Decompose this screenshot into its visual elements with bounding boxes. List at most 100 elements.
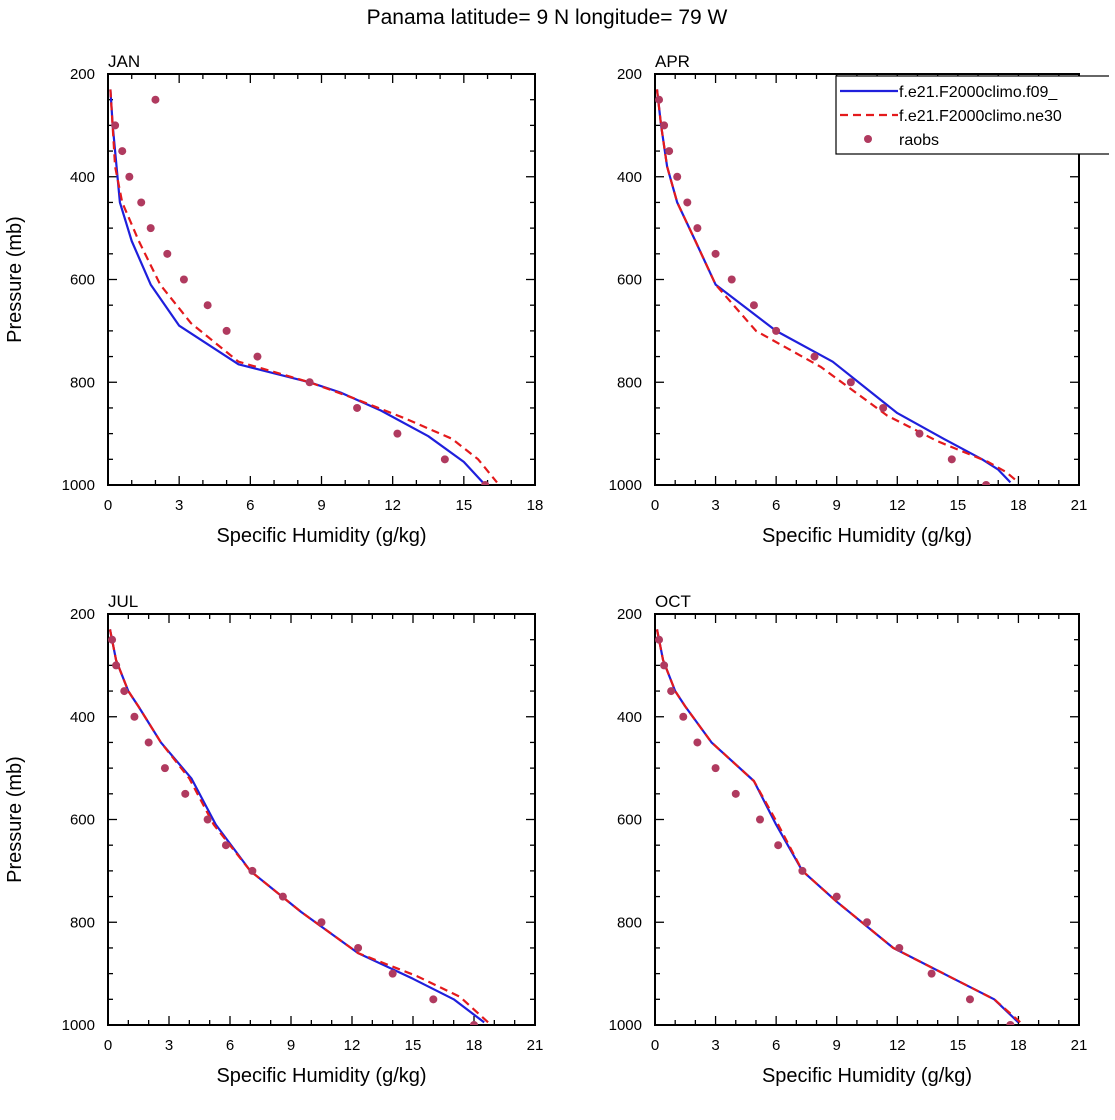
- y-tick-label: 200: [617, 606, 642, 623]
- panel-title: APR: [655, 52, 690, 71]
- legend-label: raobs: [899, 132, 939, 149]
- raobs-point: [130, 712, 139, 721]
- raobs-point: [160, 764, 169, 773]
- series-line-1: [655, 629, 1022, 1024]
- y-axis-label: Pressure (mb): [4, 756, 26, 883]
- raobs-point: [772, 326, 781, 335]
- raobs-point: [354, 943, 363, 952]
- y-tick-label: 600: [617, 272, 642, 289]
- x-axis-label: Specific Humidity (g/kg): [216, 525, 426, 547]
- series-group: [108, 629, 489, 1025]
- panel-apr: APR 0 3 6 9 12 15 18 21 200 400 600 800 1000 Specific …: [609, 52, 1088, 547]
- raobs-point: [146, 224, 155, 233]
- raobs-point: [253, 352, 262, 361]
- x-tick-label: 6: [772, 497, 780, 514]
- raobs-point: [683, 198, 692, 207]
- raobs-point: [440, 455, 449, 464]
- x-axis-label: Specific Humidity (g/kg): [216, 1065, 426, 1087]
- raobs-point: [655, 635, 664, 644]
- raobs-point: [798, 866, 807, 875]
- plot-frame: [107, 73, 536, 486]
- x-tick-label: 18: [1010, 497, 1027, 514]
- x-tick-label: 0: [651, 1037, 659, 1054]
- raobs-point: [163, 249, 172, 258]
- raobs-point: [863, 918, 871, 927]
- x-tick-label: 12: [344, 1037, 361, 1054]
- raobs-point: [481, 481, 490, 485]
- raobs-point: [711, 249, 720, 258]
- y-tick-label: 800: [70, 914, 95, 931]
- raobs-point: [665, 147, 674, 156]
- panel-title: JUL: [108, 592, 138, 611]
- raobs-point: [679, 712, 688, 721]
- series-group: [655, 89, 1020, 485]
- x-tick-label: 9: [317, 497, 325, 514]
- raobs-point: [181, 789, 190, 798]
- raobs-point: [693, 224, 702, 233]
- raobs-point: [108, 635, 117, 644]
- y-tick-label: 200: [70, 66, 95, 83]
- x-tick-label: 15: [950, 1037, 967, 1054]
- raobs-point: [305, 378, 314, 387]
- figure-title: Panama latitude= 9 N longitude= 79 W: [367, 6, 728, 29]
- series-line-1: [655, 89, 1020, 484]
- legend-label: f.e21.F2000climo.f09_: [899, 84, 1058, 101]
- x-tick-label: 3: [165, 1037, 173, 1054]
- raobs-point: [388, 969, 397, 978]
- raobs-point: [879, 403, 888, 412]
- x-tick-label: 12: [384, 497, 401, 514]
- raobs-point: [179, 275, 188, 284]
- raobs-point: [317, 918, 326, 927]
- raobs-point: [203, 301, 212, 310]
- x-tick-label: 15: [405, 1037, 422, 1054]
- x-tick-label: 3: [711, 497, 719, 514]
- y-tick-label: 200: [617, 66, 642, 83]
- y-tick-label: 800: [70, 374, 95, 391]
- raobs-point: [203, 815, 212, 824]
- panel-jan: JAN 0 3 6 9 12 15 18 200 400 600 800 1000 Specific Hu…: [4, 52, 543, 547]
- series-group: [109, 89, 498, 485]
- raobs-point: [693, 738, 702, 747]
- y-tick-label: 800: [617, 374, 642, 391]
- x-tick-label: 18: [527, 497, 544, 514]
- plot-frame: [654, 613, 1080, 1026]
- raobs-point: [947, 455, 956, 464]
- x-tick-label: 6: [226, 1037, 234, 1054]
- y-tick-label: 400: [617, 709, 642, 726]
- raobs-point: [711, 764, 720, 773]
- legend-marker: [864, 135, 872, 143]
- raobs-point: [429, 995, 438, 1004]
- x-tick-label: 18: [466, 1037, 483, 1054]
- y-tick-label: 600: [617, 812, 642, 829]
- raobs-point: [846, 378, 855, 387]
- x-tick-label: 18: [1010, 1037, 1027, 1054]
- x-tick-label: 0: [104, 497, 112, 514]
- x-tick-label: 9: [833, 1037, 841, 1054]
- raobs-point: [144, 738, 153, 747]
- x-tick-label: 9: [833, 497, 841, 514]
- raobs-point: [982, 481, 991, 485]
- series-line-1: [108, 629, 489, 1024]
- x-tick-label: 6: [246, 497, 254, 514]
- raobs-point: [927, 969, 936, 978]
- y-tick-label: 1000: [609, 477, 642, 494]
- series-line-0: [108, 629, 485, 1024]
- series-group: [655, 629, 1022, 1025]
- x-tick-label: 6: [772, 1037, 780, 1054]
- raobs-point: [895, 943, 904, 952]
- y-tick-label: 600: [70, 812, 95, 829]
- raobs-point: [222, 326, 231, 335]
- x-tick-label: 12: [889, 497, 906, 514]
- x-tick-label: 15: [950, 497, 967, 514]
- x-tick-label: 0: [651, 497, 659, 514]
- y-tick-label: 1000: [62, 477, 95, 494]
- raobs-point: [111, 121, 120, 130]
- raobs-point: [755, 815, 764, 824]
- raobs-point: [660, 121, 669, 130]
- series-line-1: [109, 89, 498, 484]
- raobs-point: [810, 352, 819, 361]
- series-line-0: [655, 629, 1020, 1024]
- raobs-point: [120, 687, 129, 696]
- raobs-point: [278, 892, 287, 901]
